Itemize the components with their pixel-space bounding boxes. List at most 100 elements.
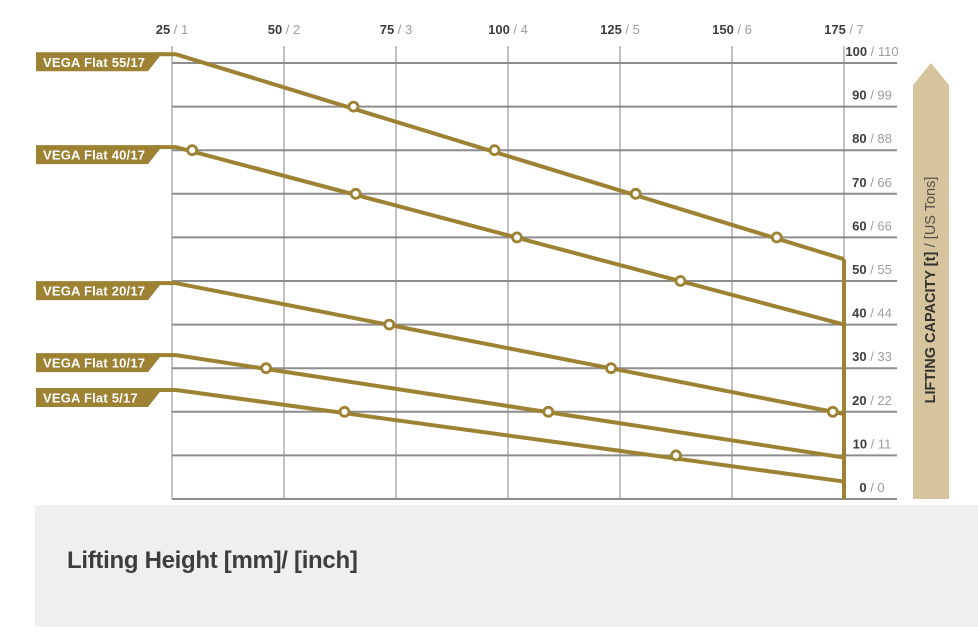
y-tick-label-80-primary: 80 bbox=[852, 131, 866, 146]
y-axis-label-bold: LIFTING CAPACITY [t] bbox=[923, 252, 939, 404]
y-tick-label-60: 60 / 66 bbox=[852, 218, 892, 233]
x-tick-label-175-primary: 175 bbox=[824, 22, 846, 37]
capacity-arrow: LIFTING CAPACITY [t] / [US Tons] bbox=[913, 63, 949, 499]
x-tick-label-25-secondary: / 1 bbox=[170, 22, 188, 37]
data-marker-vega-flat-55-17-60t bbox=[770, 231, 783, 244]
x-tick-label-100-primary: 100 bbox=[488, 22, 510, 37]
series-banner-label-vega-flat-55-17: VEGA Flat 55/17 bbox=[43, 55, 145, 70]
footer: Lifting Height [mm]/ [inch] bbox=[35, 505, 978, 627]
x-tick-label-50-primary: 50 bbox=[268, 22, 282, 37]
series-lines bbox=[155, 52, 846, 499]
series-line-vega-flat-5-17 bbox=[155, 388, 845, 484]
data-marker-vega-flat-40-17-80t bbox=[186, 144, 199, 157]
y-tick-label-100-secondary: / 110 bbox=[867, 44, 899, 59]
series-banner-label-vega-flat-20-17: VEGA Flat 20/17 bbox=[43, 284, 145, 299]
series-banner-shape-vega-flat-40-17 bbox=[36, 145, 163, 165]
series-banner-label-vega-flat-40-17: VEGA Flat 40/17 bbox=[43, 148, 145, 163]
y-tick-label-50-primary: 50 bbox=[852, 262, 866, 277]
x-tick-label-25: 25 / 1 bbox=[156, 22, 189, 37]
x-tick-label-150-secondary: / 6 bbox=[734, 22, 752, 37]
y-tick-label-100-primary: 100 bbox=[845, 44, 867, 59]
x-tick-label-75-primary: 75 bbox=[380, 22, 394, 37]
y-tick-label-50-secondary: / 55 bbox=[867, 262, 892, 277]
data-marker-vega-flat-20-17-20t bbox=[826, 405, 839, 418]
y-tick-label-90-primary: 90 bbox=[852, 88, 866, 103]
data-marker-vega-flat-20-17-30t bbox=[605, 362, 617, 375]
x-tick-label-25-primary: 25 bbox=[156, 22, 170, 37]
x-tick-label-150-primary: 150 bbox=[712, 22, 734, 37]
y-tick-label-60-primary: 60 bbox=[852, 218, 866, 233]
y-tick-label-40-secondary: / 44 bbox=[867, 306, 892, 321]
x-tick-label-100-secondary: / 4 bbox=[510, 22, 528, 37]
y-tick-label-10-secondary: / 11 bbox=[867, 436, 891, 451]
x-tick-label-100: 100 / 4 bbox=[488, 22, 528, 37]
series-banner-vega-flat-5-17: VEGA Flat 5/17 bbox=[36, 388, 163, 407]
data-marker-vega-flat-40-17-70t bbox=[349, 187, 362, 200]
series-line-vega-flat-40-17 bbox=[155, 145, 845, 327]
data-marker-vega-flat-55-17-70t bbox=[629, 187, 642, 200]
series-banner-shape-vega-flat-20-17 bbox=[36, 281, 163, 301]
series-banner-vega-flat-40-17: VEGA Flat 40/17 bbox=[36, 145, 163, 165]
x-tick-label-125-secondary: / 5 bbox=[622, 22, 640, 37]
y-tick-label-0-secondary: / 0 bbox=[867, 480, 885, 495]
data-marker-vega-flat-20-17-40t bbox=[383, 318, 396, 331]
x-tick-label-50: 50 / 2 bbox=[268, 22, 301, 37]
series-line-vega-flat-55-17 bbox=[155, 52, 845, 262]
y-tick-label-10: 10 / 11 bbox=[853, 436, 892, 451]
x-tick-label-50-secondary: / 2 bbox=[282, 22, 300, 37]
data-marker-vega-flat-55-17-90t bbox=[347, 100, 360, 113]
series-banner-label-vega-flat-10-17: VEGA Flat 10/17 bbox=[43, 356, 145, 371]
y-tick-label-80: 80 / 88 bbox=[852, 131, 892, 146]
y-axis-label: LIFTING CAPACITY [t] / [US Tons] bbox=[922, 177, 939, 404]
series-banner-vega-flat-55-17: VEGA Flat 55/17 bbox=[36, 52, 163, 72]
data-marker-vega-flat-5-17-20t bbox=[338, 405, 351, 418]
y-tick-label-0-primary: 0 bbox=[859, 480, 866, 495]
data-marker-vega-flat-40-17-50t bbox=[674, 275, 687, 287]
x-tick-label-150: 150 / 6 bbox=[712, 22, 752, 37]
footer-band bbox=[35, 505, 978, 627]
y-tick-label-100: 100 / 110 bbox=[845, 44, 898, 59]
y-tick-label-30-secondary: / 33 bbox=[867, 349, 892, 364]
y-tick-label-40-primary: 40 bbox=[852, 306, 866, 321]
y-tick-label-90-secondary: / 99 bbox=[867, 88, 892, 103]
y-tick-label-20-primary: 20 bbox=[852, 393, 866, 408]
y-tick-label-30: 30 / 33 bbox=[852, 349, 892, 364]
data-marker-vega-flat-10-17-30t bbox=[260, 362, 272, 375]
series-banner-shape-vega-flat-10-17 bbox=[36, 353, 163, 373]
y-tick-label-90: 90 / 99 bbox=[852, 88, 892, 103]
series-banner-shape-vega-flat-5-17 bbox=[36, 388, 163, 407]
series-banner-vega-flat-20-17: VEGA Flat 20/17 bbox=[36, 281, 163, 301]
data-marker-vega-flat-10-17-20t bbox=[542, 405, 555, 418]
y-tick-label-20: 20 / 22 bbox=[852, 393, 892, 408]
up-arrow-icon bbox=[913, 63, 949, 499]
y-axis-label-regular: / [US Tons] bbox=[923, 177, 939, 248]
x-tick-label-175: 175 / 7 bbox=[824, 22, 864, 37]
y-tick-label-80-secondary: / 88 bbox=[867, 131, 892, 146]
y-tick-label-0: 0 / 0 bbox=[859, 480, 884, 495]
y-tick-label-60-secondary: / 66 bbox=[867, 218, 892, 233]
data-marker-vega-flat-55-17-80t bbox=[488, 144, 501, 157]
x-tick-label-175-secondary: / 7 bbox=[846, 22, 864, 37]
y-tick-label-50: 50 / 55 bbox=[852, 262, 892, 277]
y-tick-label-20-secondary: / 22 bbox=[867, 393, 892, 408]
data-marker-vega-flat-40-17-60t bbox=[511, 231, 523, 244]
x-tick-label-125-primary: 125 bbox=[600, 22, 622, 37]
y-tick-label-40: 40 / 44 bbox=[852, 306, 892, 321]
series-line-vega-flat-20-17 bbox=[155, 281, 845, 416]
y-tick-label-70-primary: 70 bbox=[852, 175, 866, 190]
x-tick-label-75: 75 / 3 bbox=[380, 22, 413, 37]
x-tick-label-125: 125 / 5 bbox=[600, 22, 640, 37]
series-banner-vega-flat-10-17: VEGA Flat 10/17 bbox=[36, 353, 163, 373]
series-banners: VEGA Flat 55/17 VEGA Flat 40/17 VEGA Flat … bbox=[36, 52, 163, 407]
x-axis-label: Lifting Height [mm]/ [inch] bbox=[67, 547, 358, 574]
series-markers bbox=[186, 100, 839, 462]
x-tick-label-75-secondary: / 3 bbox=[394, 22, 412, 37]
y-tick-label-70-secondary: / 66 bbox=[867, 175, 892, 190]
series-line-vega-flat-10-17 bbox=[155, 353, 845, 460]
data-marker-vega-flat-5-17-10t bbox=[670, 449, 682, 462]
y-tick-label-70: 70 / 66 bbox=[852, 175, 892, 190]
